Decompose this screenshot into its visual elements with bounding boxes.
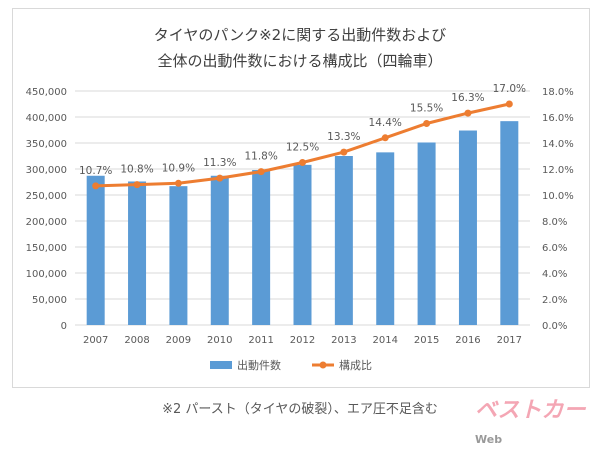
y-right-tick-label: 6.0%	[542, 243, 567, 254]
footnote: ※2 パースト（タイヤの破裂）、エア圧不足含む	[162, 402, 438, 417]
bar	[293, 164, 312, 325]
y-left-tick-label: 400,000	[26, 113, 67, 124]
data-label: 17.0%	[493, 83, 526, 95]
y-right-tick-label: 10.0%	[542, 191, 574, 202]
x-tick-label: 2007	[83, 335, 108, 346]
data-label: 14.4%	[369, 117, 402, 129]
y-left-tick-label: 150,000	[26, 243, 67, 254]
data-label: 16.3%	[451, 92, 484, 104]
x-tick-label: 2008	[124, 335, 149, 346]
bar	[169, 186, 188, 325]
y-right-tick-label: 0.0%	[542, 321, 567, 332]
y-right-tick-label: 18.0%	[542, 87, 574, 98]
line-point	[257, 168, 265, 176]
x-tick-label: 2013	[331, 335, 356, 346]
legend-label: 構成比	[339, 359, 372, 372]
bar	[210, 175, 229, 325]
y-right-tick-label: 16.0%	[542, 113, 574, 124]
bar	[128, 181, 147, 325]
line-point	[174, 179, 182, 187]
bar	[376, 152, 395, 325]
line-point	[464, 109, 472, 117]
y-left-tick-label: 350,000	[26, 139, 67, 150]
bar	[334, 156, 353, 325]
x-tick-label: 2017	[497, 335, 522, 346]
line-point	[216, 174, 224, 182]
line-point	[505, 100, 513, 108]
bestcar-logo: ベストカーWeb	[475, 398, 586, 446]
x-tick-label: 2010	[207, 335, 232, 346]
y-left-tick-label: 250,000	[26, 191, 67, 202]
data-label: 10.7%	[79, 165, 112, 177]
y-left-tick-label: 100,000	[26, 269, 67, 280]
legend-swatch-bar	[210, 361, 232, 369]
line-point	[340, 148, 348, 156]
y-right-tick-label: 12.0%	[542, 165, 574, 176]
y-left-tick-label: 200,000	[26, 217, 67, 228]
legend-marker	[319, 361, 327, 369]
line-point	[299, 159, 306, 166]
y-left-tick-label: 0	[61, 321, 67, 332]
line-point	[133, 181, 141, 189]
x-tick-label: 2009	[166, 335, 191, 346]
bar	[458, 130, 477, 325]
x-tick-label: 2012	[290, 335, 315, 346]
data-label: 11.8%	[244, 151, 277, 163]
chart-title-line1: タイヤのパンク※2に関する出動件数および	[153, 26, 447, 44]
data-label: 10.9%	[162, 162, 195, 174]
y-right-tick-label: 14.0%	[542, 139, 574, 150]
data-label: 15.5%	[410, 103, 443, 115]
chart: 0 0.0% 50,000 2.0% 100,000 4.0% 150,000 6.0% 200…	[26, 83, 574, 372]
x-tick-label: 2014	[373, 335, 398, 346]
line-point	[423, 120, 431, 127]
bar	[417, 142, 436, 325]
y-left-tick-label: 50,000	[32, 295, 67, 306]
x-tick-label: 2011	[248, 335, 273, 346]
y-right-tick-label: 4.0%	[542, 269, 567, 280]
line-point	[92, 182, 100, 190]
bar	[500, 121, 519, 325]
y-left-tick-label: 450,000	[26, 87, 67, 98]
y-right-tick-label: 8.0%	[542, 217, 567, 228]
chart-title-line2: 全体の出動件数における構成比（四輪車）	[157, 52, 443, 70]
data-label: 13.3%	[327, 131, 360, 143]
y-right-tick-label: 2.0%	[542, 295, 567, 306]
data-label: 12.5%	[286, 142, 319, 154]
data-label: 11.3%	[203, 157, 236, 169]
x-tick-label: 2015	[414, 335, 439, 346]
legend-label: 出動件数	[237, 358, 281, 372]
line-point	[381, 134, 389, 142]
bar	[86, 175, 105, 325]
data-label: 10.8%	[120, 164, 153, 176]
bar	[252, 170, 271, 325]
x-tick-label: 2016	[455, 335, 480, 346]
y-left-tick-label: 300,000	[26, 165, 67, 176]
